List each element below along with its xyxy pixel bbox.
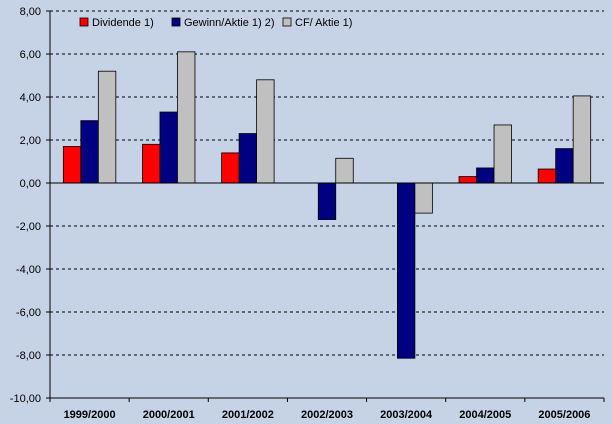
bar-cf-aktie (335, 157, 354, 184)
bar-dividende (221, 152, 240, 184)
bar-cf-aktie (97, 70, 117, 184)
legend-label: CF/ Aktie 1) (295, 17, 352, 29)
bar-cf-aktie (414, 182, 433, 214)
x-tick-label: 2004/2005 (459, 409, 511, 421)
legend-label: Dividende 1) (92, 17, 154, 29)
bars (62, 51, 592, 359)
bar-cf-aktie (493, 124, 512, 184)
y-tick-label: -6,00 (16, 307, 41, 319)
x-tick-labels: 1999/2000 2000/2001 2001/2002 2002/2003 2003… (64, 409, 591, 421)
bar-cf-aktie (572, 95, 592, 184)
bar-gewinn-aktie (555, 148, 574, 184)
y-tick-label: 2,00 (20, 135, 41, 147)
x-tick-label: 2003/2004 (380, 409, 433, 421)
x-tick-label: 2002/2003 (301, 409, 353, 421)
y-tick-label: -8,00 (16, 350, 41, 362)
y-tick-label: 8,00 (20, 6, 41, 18)
bar-gewinn-aktie (159, 111, 178, 184)
legend-swatch (171, 17, 181, 27)
bar-cf-aktie (256, 79, 275, 184)
x-tick-label: 2005/2006 (538, 409, 590, 421)
y-tick-label: 4,00 (20, 92, 41, 104)
y-tick-label: -2,00 (16, 221, 41, 233)
bar-cf-aktie (177, 51, 196, 184)
y-tick-labels: 8,00 6,00 4,00 2,00 0,00 -2,00 -4,00 -6,00 -8,00… (10, 6, 41, 405)
legend: Dividende 1) Gewinn/Aktie 1) 2) CF/ Aktie … (79, 17, 352, 29)
bar-dividende (62, 146, 82, 184)
x-tick-label: 2000/2001 (143, 409, 195, 421)
bar-dividende (458, 176, 477, 184)
bar-gewinn-aktie (396, 182, 416, 359)
bar-dividende (537, 168, 557, 184)
legend-label: Gewinn/Aktie 1) 2) (184, 17, 274, 29)
bar-gewinn-aktie (80, 120, 99, 184)
x-tick-label: 1999/2000 (64, 409, 116, 421)
bar-gewinn-aktie (238, 133, 258, 184)
bar-gewinn-aktie (317, 182, 337, 220)
y-tick-label: -4,00 (16, 264, 41, 276)
x-tick-label: 2001/2002 (222, 409, 274, 421)
y-tick-label: -10,00 (10, 393, 41, 405)
axes (46, 10, 605, 402)
y-tick-label: 6,00 (20, 49, 41, 61)
legend-swatch (282, 17, 292, 27)
y-tick-label: 0,00 (20, 178, 41, 190)
bar-gewinn-aktie (476, 167, 495, 184)
legend-swatch (79, 17, 89, 27)
bar-dividende (142, 143, 161, 184)
